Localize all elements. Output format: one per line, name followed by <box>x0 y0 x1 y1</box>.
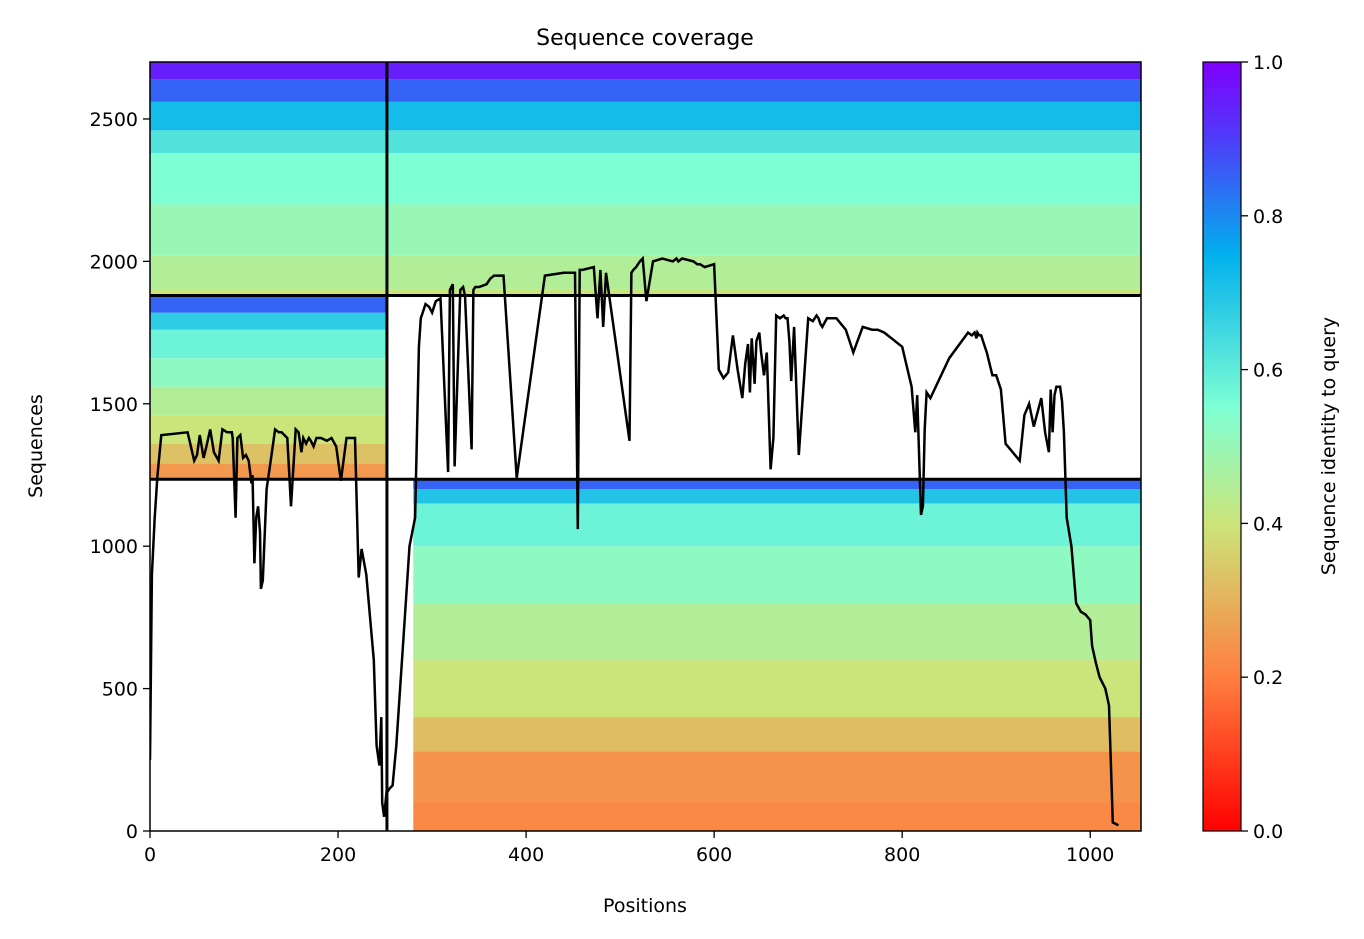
y-tick-label-2: 1000 <box>90 536 138 558</box>
x-axis: 0 200 400 600 800 1000 <box>144 831 1114 866</box>
coverage-heatmap <box>150 62 1141 831</box>
heatmap-band-2-1 <box>150 443 387 464</box>
heatmap-band-3-1 <box>413 751 1141 803</box>
heatmap-band-0-1 <box>150 255 387 290</box>
heatmap-band-1-5 <box>386 101 1141 131</box>
heatmap-band-1-1 <box>386 255 1141 290</box>
x-axis-label: Positions <box>603 895 687 917</box>
chart-title: Sequence coverage <box>536 26 754 51</box>
heatmap-band-1-2 <box>386 204 1141 256</box>
plot-frame <box>149 61 1142 832</box>
x-tick-label-2: 400 <box>508 844 544 866</box>
y-tick-label-3: 1500 <box>90 394 138 416</box>
colorbar-tick-label-0: 0.0 <box>1253 821 1283 843</box>
heatmap-band-2-7 <box>150 295 387 313</box>
coverage-line <box>150 255 1119 827</box>
y-tick-label-0: 0 <box>126 821 138 843</box>
heatmap-band-1-0 <box>386 289 1141 296</box>
heatmap-band-0-7 <box>150 62 387 80</box>
heatmap-band-1-4 <box>386 130 1141 154</box>
y-axis-label: Sequences <box>25 394 47 498</box>
x-tick-label-4: 800 <box>884 844 920 866</box>
heatmap-band-3-6 <box>413 503 1141 547</box>
y-tick-label-1: 500 <box>102 679 138 701</box>
colorbar-tick-label-2: 0.4 <box>1253 513 1283 535</box>
colorbar <box>1202 61 1242 832</box>
y-tick-label-5: 2500 <box>90 109 138 131</box>
heatmap-band-3-2 <box>413 717 1141 752</box>
heatmap-band-0-2 <box>150 204 387 256</box>
colorbar-tick-label-5: 1.0 <box>1253 52 1283 74</box>
heatmap-band-2-3 <box>150 386 387 416</box>
x-tick-label-3: 600 <box>696 844 732 866</box>
heatmap-band-3-4 <box>413 603 1141 661</box>
heatmap-band-3-8 <box>413 479 1141 490</box>
heatmap-band-1-3 <box>386 153 1141 205</box>
y-tick-label-4: 2000 <box>90 251 138 273</box>
heatmap-band-1-6 <box>386 79 1141 102</box>
heatmap-band-1-7 <box>386 62 1141 80</box>
heatmap-band-0-4 <box>150 130 387 154</box>
heatmap-band-2-4 <box>150 358 387 387</box>
y-axis: 0 500 1000 1500 2000 2500 <box>90 109 150 843</box>
heatmap-band-3-3 <box>413 660 1141 718</box>
heatmap-band-0-3 <box>150 153 387 205</box>
heatmap-band-0-0 <box>150 289 387 296</box>
x-tick-label-0: 0 <box>144 844 156 866</box>
colorbar-axis: 0.0 0.2 0.4 0.6 0.8 1.0 <box>1241 52 1283 843</box>
heatmap-band-3-5 <box>413 546 1141 604</box>
x-tick-label-5: 1000 <box>1066 844 1114 866</box>
heatmap-band-0-6 <box>150 79 387 102</box>
colorbar-tick-label-4: 0.8 <box>1253 206 1283 228</box>
heatmap-band-2-6 <box>150 312 387 330</box>
x-tick-label-1: 200 <box>320 844 356 866</box>
heatmap-band-3-0 <box>413 802 1141 831</box>
colorbar-label: Sequence identity to query <box>1318 317 1340 575</box>
heatmap-band-3-7 <box>413 489 1141 504</box>
heatmap-band-2-2 <box>150 415 387 444</box>
heatmap-band-2-5 <box>150 329 387 359</box>
colorbar-tick-label-3: 0.6 <box>1253 360 1283 382</box>
heatmap-band-0-5 <box>150 101 387 131</box>
colorbar-tick-label-1: 0.2 <box>1253 667 1283 689</box>
